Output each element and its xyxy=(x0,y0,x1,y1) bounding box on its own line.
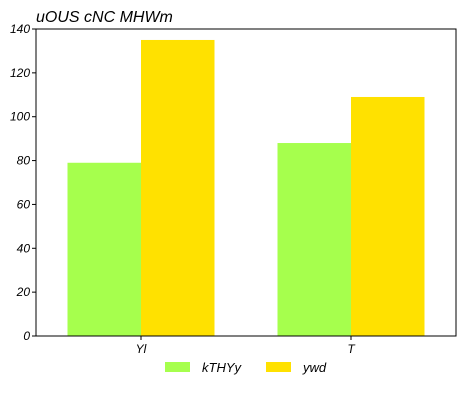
y-tick-label: 120 xyxy=(10,66,30,80)
bar-kTHYy-T xyxy=(277,143,351,336)
y-tick-label: 0 xyxy=(23,329,30,343)
legend: kTHYy ywd xyxy=(165,360,327,375)
bars-group xyxy=(67,39,425,336)
legend-label-ywd: ywd xyxy=(302,360,327,375)
y-tick-label: 40 xyxy=(17,241,31,255)
bar-kTHYy-Yl xyxy=(67,162,141,336)
legend-label-kTHYy: kTHYy xyxy=(202,360,243,375)
axes-group: Yl T 0 20 40 60 80 100 120 140 xyxy=(10,22,457,356)
y-tick-label: 60 xyxy=(17,197,31,211)
y-tick-label: 80 xyxy=(17,154,31,168)
x-tick-label: T xyxy=(347,342,356,356)
y-tick-label: 140 xyxy=(10,22,30,36)
legend-swatch-kTHYy xyxy=(165,362,190,372)
y-tick-label: 100 xyxy=(10,110,30,124)
chart-title: uOUS cNC MHWm xyxy=(36,9,173,26)
bar-ywd-Yl xyxy=(141,39,215,336)
x-tick-label: Yl xyxy=(136,342,147,356)
legend-swatch-ywd xyxy=(266,362,291,372)
y-tick-label: 20 xyxy=(16,285,31,299)
bar-ywd-T xyxy=(351,96,425,336)
plot-frame xyxy=(35,28,457,337)
